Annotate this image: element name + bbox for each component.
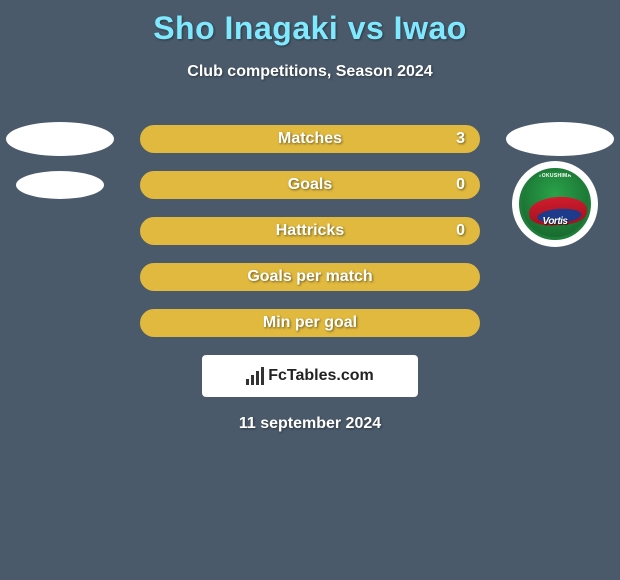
player-right-badge	[506, 122, 614, 156]
watermark-text: FcTables.com	[268, 367, 374, 385]
stat-row-matches: Matches 3	[0, 125, 620, 153]
stat-value-right: 0	[456, 176, 465, 194]
chart-bars-icon	[246, 367, 264, 385]
wm-bar	[256, 371, 259, 385]
player-left-badge	[6, 122, 114, 156]
page-subtitle: Club competitions, Season 2024	[0, 63, 620, 81]
stat-label: Hattricks	[276, 222, 344, 240]
player-left-badge-small	[16, 171, 104, 199]
stat-value-right: 3	[456, 130, 465, 148]
stat-bar: Matches 3	[140, 125, 480, 153]
stat-label: Goals	[288, 176, 332, 194]
wm-bar	[251, 375, 254, 385]
stat-bar: Hattricks 0	[140, 217, 480, 245]
stat-row-goals: Goals 0 TOKUSHIMA Vortis	[0, 171, 620, 199]
wm-bar	[246, 379, 249, 385]
generated-date: 11 september 2024	[0, 415, 620, 433]
stat-label: Goals per match	[247, 268, 372, 286]
club-arc-text: TOKUSHIMA	[522, 173, 588, 179]
stat-bar: Min per goal	[140, 309, 480, 337]
stat-bar: Goals per match	[140, 263, 480, 291]
wm-bar	[261, 367, 264, 385]
stat-row-min-per-goal: Min per goal	[0, 309, 620, 337]
stat-value-right: 0	[456, 222, 465, 240]
stat-label: Min per goal	[263, 314, 357, 332]
stat-row-hattricks: Hattricks 0	[0, 217, 620, 245]
stat-row-goals-per-match: Goals per match	[0, 263, 620, 291]
watermark: FcTables.com	[202, 355, 418, 397]
stat-bar: Goals 0	[140, 171, 480, 199]
page-title: Sho Inagaki vs Iwao	[0, 0, 620, 47]
stats-container: Matches 3 Goals 0 TOKUSHIMA Vortis Hattr…	[0, 125, 620, 337]
stat-label: Matches	[278, 130, 342, 148]
